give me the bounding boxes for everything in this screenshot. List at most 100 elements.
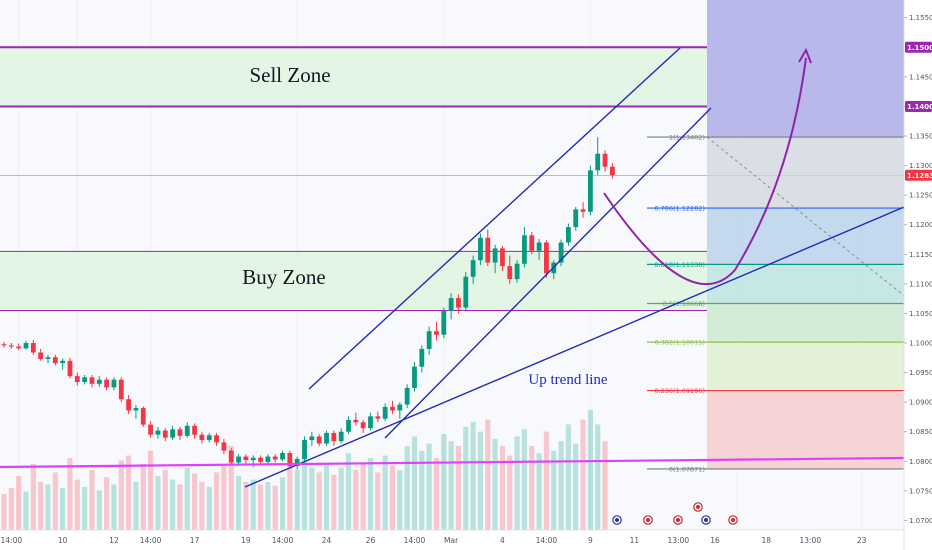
candle[interactable] [544, 240, 549, 278]
candle[interactable] [573, 206, 579, 231]
candle[interactable] [558, 239, 564, 267]
candle[interactable] [324, 430, 329, 446]
economic-event-marker[interactable] [693, 502, 703, 512]
volume-bar [514, 436, 520, 530]
candle[interactable] [206, 432, 212, 443]
candle[interactable] [441, 307, 447, 339]
candle[interactable] [595, 137, 601, 176]
candle[interactable] [412, 361, 417, 392]
candle[interactable] [280, 450, 285, 462]
candle[interactable] [478, 233, 483, 265]
candle[interactable] [30, 340, 36, 355]
candle[interactable] [52, 354, 58, 366]
candle[interactable] [346, 416, 351, 435]
candle[interactable] [199, 431, 205, 444]
candle[interactable] [243, 454, 249, 464]
candle[interactable] [448, 293, 454, 320]
candle[interactable] [67, 357, 73, 379]
fib-layer: 1(1.13482) 0.786(1.12282) 0.618(1.11330) 0.… [647, 0, 905, 473]
channel-lower-line[interactable] [384, 107, 712, 439]
candle[interactable] [514, 260, 520, 283]
economic-event-marker[interactable] [701, 515, 711, 525]
candle[interactable] [140, 406, 146, 427]
candle[interactable] [228, 448, 234, 465]
candle[interactable] [38, 348, 44, 361]
candle[interactable] [316, 434, 322, 446]
candle[interactable] [566, 223, 571, 247]
candle[interactable] [456, 294, 461, 314]
candle[interactable] [609, 163, 615, 179]
candle[interactable] [434, 321, 439, 341]
economic-event-marker[interactable] [643, 515, 653, 525]
volume-bar [38, 482, 44, 530]
candle[interactable] [89, 374, 95, 388]
candle[interactable] [221, 438, 227, 455]
candle[interactable] [529, 231, 535, 255]
candle[interactable] [184, 422, 190, 438]
candle[interactable] [192, 423, 197, 439]
candle[interactable] [375, 411, 381, 423]
candle[interactable] [162, 428, 168, 442]
candle[interactable] [302, 436, 307, 462]
candle[interactable] [177, 426, 183, 440]
volume-bar [243, 482, 249, 530]
candle[interactable] [522, 227, 527, 268]
candle[interactable] [390, 400, 395, 414]
candle[interactable] [126, 395, 132, 414]
candle[interactable] [338, 428, 344, 444]
candle[interactable] [82, 374, 88, 385]
candle[interactable] [1, 341, 7, 348]
candle[interactable] [580, 202, 586, 218]
candle[interactable] [602, 150, 608, 172]
candle[interactable] [492, 244, 498, 274]
candle[interactable] [309, 431, 315, 446]
economic-event-marker[interactable] [612, 515, 622, 525]
candle[interactable] [382, 403, 388, 422]
long-term-support-line[interactable] [0, 456, 905, 469]
candle[interactable] [397, 402, 403, 419]
up-trend-line[interactable] [244, 206, 905, 488]
candle[interactable] [419, 345, 425, 373]
candle[interactable] [404, 384, 410, 409]
economic-event-marker[interactable] [673, 515, 683, 525]
candle[interactable] [353, 412, 359, 426]
channel-upper-line[interactable] [308, 47, 681, 390]
candle[interactable] [23, 340, 29, 350]
candle[interactable] [155, 426, 161, 439]
economic-event-marker[interactable] [728, 515, 738, 525]
candle[interactable] [104, 377, 110, 391]
candle-body [558, 242, 564, 263]
candle[interactable] [214, 432, 219, 446]
candle[interactable] [111, 377, 117, 391]
candle[interactable] [360, 419, 366, 433]
time-tick-label: 14:00 [536, 536, 558, 545]
candle[interactable] [96, 376, 102, 387]
candle[interactable] [45, 354, 51, 364]
candle[interactable] [507, 255, 513, 284]
candle[interactable] [170, 425, 175, 440]
time-tick-label: 14:00 [140, 536, 162, 545]
candle[interactable] [588, 165, 593, 216]
candle[interactable] [470, 255, 476, 284]
candle[interactable] [426, 326, 432, 355]
candle[interactable] [133, 405, 139, 419]
candle[interactable] [368, 412, 373, 431]
candle[interactable] [148, 421, 153, 438]
candle[interactable] [463, 272, 469, 310]
candle[interactable] [60, 358, 66, 370]
candle[interactable] [500, 246, 505, 271]
candle[interactable] [331, 430, 337, 446]
candle[interactable] [272, 454, 278, 463]
candle[interactable] [265, 454, 271, 464]
volume-bar [507, 455, 513, 530]
candle[interactable] [118, 377, 124, 403]
candle[interactable] [287, 450, 293, 469]
candle[interactable] [16, 343, 22, 351]
volume-bar [602, 441, 608, 530]
candle[interactable] [485, 229, 491, 267]
candle[interactable] [8, 343, 14, 349]
candle[interactable] [536, 238, 542, 261]
candle[interactable] [74, 372, 80, 386]
candle[interactable] [258, 455, 263, 465]
